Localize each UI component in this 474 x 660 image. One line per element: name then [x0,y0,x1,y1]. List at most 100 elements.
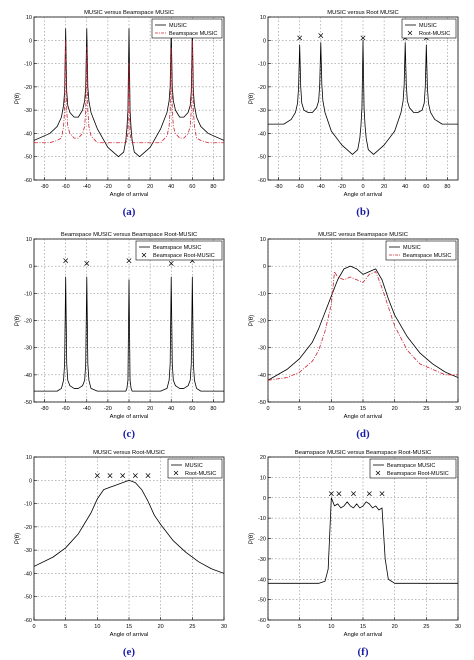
y-tick-label: -30 [258,557,266,563]
series-marker [168,261,174,266]
series-marker [366,491,372,497]
chart-title: MUSIC versus Root-MUSIC [93,450,165,456]
y-tick-label: -60 [258,618,266,624]
x-tick-label: -40 [83,184,91,190]
chart-panel-f: Beamspace MUSIC versus Beamspace Root-MU… [249,450,461,658]
x-tick-label: 20 [147,406,153,412]
chart-panel-d: MUSIC versus Beamspace MUSIC P(θ) Angle … [249,232,461,440]
y-tick-label: 0 [263,264,266,270]
y-tick-label: -40 [258,373,266,379]
x-tick-label: 40 [402,184,408,190]
y-tick-label: -60 [24,618,32,624]
chart-panel-a: MUSIC versus Beamspace MUSIC P(θ) Angle … [15,10,225,218]
x-tick-label: 0 [266,624,269,630]
x-tick-label: -80 [275,184,283,190]
y-tick-label: -20 [258,85,266,91]
x-tick-label: 0 [266,406,269,412]
x-tick-label: 20 [158,624,164,630]
legend-entry: Beamspace MUSIC [169,31,217,37]
y-tick-label: -10 [258,291,266,297]
y-tick-label: 10 [260,237,266,243]
y-tick-label: 10 [260,475,266,481]
y-axis-label: P(θ) [15,533,21,544]
x-tick-label: 60 [423,184,429,190]
x-axis-label: Angle of arrival [344,192,383,198]
series-marker [84,261,90,266]
x-tick-label: -20 [104,184,112,190]
y-tick-label: -30 [258,346,266,352]
x-tick-label: -60 [62,184,70,190]
y-tick-label: -10 [24,291,32,297]
legend-box [385,240,457,261]
series-marker [94,473,100,479]
y-tick-label: -40 [24,571,32,577]
legend-entry: Beamspace MUSIC [387,463,435,469]
series-line [34,39,224,144]
x-tick-label: -80 [41,406,49,412]
legend-entry: Beamspace MUSIC [403,253,451,259]
x-tick-label: 0 [361,184,364,190]
legend-symbol [407,30,413,36]
series-marker [63,258,69,264]
y-tick-label: -30 [24,548,32,554]
chart-title: MUSIC versus Beamspace MUSIC [318,232,408,238]
legend-symbol [375,470,381,476]
x-tick-label: 30 [221,624,227,630]
legend-entry: Beamspace MUSIC [153,245,201,251]
legend-entry: MUSIC [169,23,187,29]
series-marker [379,491,385,497]
panel-caption: (e) [123,646,136,658]
legend-box [369,458,457,479]
series-marker [336,491,342,497]
legend-entry: Beamspace Root-MUSIC [153,253,215,259]
y-tick-label: -50 [24,155,32,161]
y-tick-label: -10 [258,62,266,68]
y-tick-label: 20 [260,455,266,461]
x-tick-label: -80 [41,184,49,190]
chart-title: Beamspace MUSIC versus Beamspace Root-MU… [295,450,431,456]
legend-box [401,18,457,39]
x-tick-label: 10 [328,406,334,412]
x-tick-label: 0 [127,406,130,412]
chart-title: Beamspace MUSIC versus Beamspace Root-MU… [61,232,197,238]
series-marker [360,35,366,41]
x-tick-label: 10 [328,624,334,630]
panel-caption: (c) [123,428,136,440]
legend-entry: Root-MUSIC [419,31,450,37]
y-tick-label: -30 [258,108,266,114]
y-tick-label: -20 [24,85,32,91]
y-axis-label: P(θ) [249,93,255,104]
x-tick-label: -40 [83,406,91,412]
x-tick-label: 40 [168,184,174,190]
series-marker [107,473,113,479]
y-tick-label: 10 [26,15,32,21]
y-axis-label: P(θ) [15,93,21,104]
y-tick-label: -50 [258,155,266,161]
x-tick-label: 5 [298,406,301,412]
legend-box [151,18,223,39]
x-tick-label: 20 [392,624,398,630]
y-axis-label: P(θ) [249,533,255,544]
x-axis-label: Angle of arrival [344,632,383,638]
x-tick-label: 80 [444,184,450,190]
x-tick-label: 25 [189,624,195,630]
y-tick-label: -20 [258,537,266,543]
y-tick-label: 0 [263,496,266,502]
legend-entry: Beamspace Root-MUSIC [387,471,449,477]
series-marker [328,491,334,497]
series-marker [351,491,356,497]
panel-caption: (d) [356,428,370,440]
legend-box [135,240,223,261]
x-tick-label: 40 [168,406,174,412]
y-tick-label: -50 [258,400,266,406]
series-line [34,479,224,574]
x-tick-label: 0 [32,624,35,630]
chart-title: MUSIC versus Beamspace MUSIC [84,10,174,16]
x-tick-label: -40 [317,184,325,190]
y-tick-label: -40 [24,131,32,137]
x-tick-label: 5 [64,624,67,630]
x-tick-label: 10 [94,624,100,630]
chart-title: MUSIC versus Root MUSIC [327,10,399,16]
y-tick-label: -30 [24,108,32,114]
x-tick-label: -60 [296,184,304,190]
